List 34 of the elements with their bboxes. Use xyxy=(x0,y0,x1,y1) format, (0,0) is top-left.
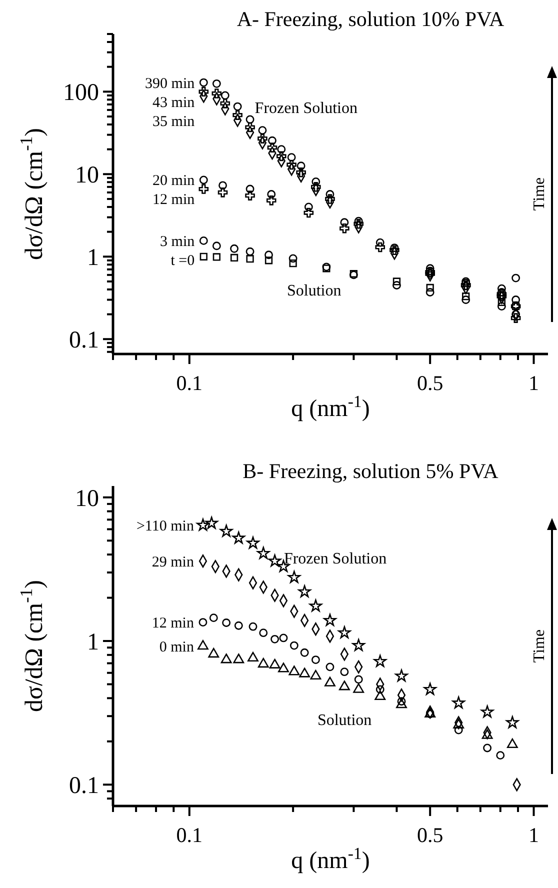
series-label: 20 min xyxy=(152,173,196,190)
x-axis-title: q (nm$^{-1}$) xyxy=(291,844,370,874)
series-label: 29 min xyxy=(152,554,194,570)
y-tick-label: 10 xyxy=(75,486,99,512)
chart-title: A- Freezing, solution 10% PVA xyxy=(236,7,506,31)
series-label: >110 min xyxy=(136,518,194,534)
x-tick-label: 0.1 xyxy=(176,823,203,847)
chart-title: B- Freezing, solution 5% PVA xyxy=(242,459,500,483)
y-tick-label: 1 xyxy=(87,629,99,656)
y-tick-label: 0.1 xyxy=(69,773,99,800)
series-label: t =0 xyxy=(170,252,195,269)
y-tick-label: 100 xyxy=(63,80,99,106)
annotation: Solution xyxy=(287,282,342,300)
series-label: 12 min xyxy=(152,616,194,632)
x-tick-label: 1 xyxy=(528,371,539,395)
annotation: Time xyxy=(531,629,548,663)
series-label: 390 min xyxy=(145,76,196,92)
series-label: 12 min xyxy=(152,192,196,208)
series-label: 3 min xyxy=(160,234,196,250)
y-tick-label: 1 xyxy=(87,245,99,272)
x-axis-title: q (nm$^{-1}$) xyxy=(291,392,370,422)
series-label: 0 min xyxy=(159,639,194,656)
series-label: 43 min xyxy=(152,94,196,111)
annotation: Frozen Solution xyxy=(284,550,387,568)
x-tick-label: 0.5 xyxy=(416,371,444,395)
x-tick-label: 0.1 xyxy=(176,371,203,395)
x-tick-label: 0.5 xyxy=(416,823,444,847)
y-tick-label: 10 xyxy=(75,162,99,189)
series-label: 35 min xyxy=(152,114,196,130)
x-tick-label: 1 xyxy=(528,823,539,847)
annotation: Solution xyxy=(317,712,372,730)
y-tick-label: 0.1 xyxy=(69,328,99,354)
annotation: Time xyxy=(531,177,548,211)
annotation: Frozen Solution xyxy=(254,100,358,118)
